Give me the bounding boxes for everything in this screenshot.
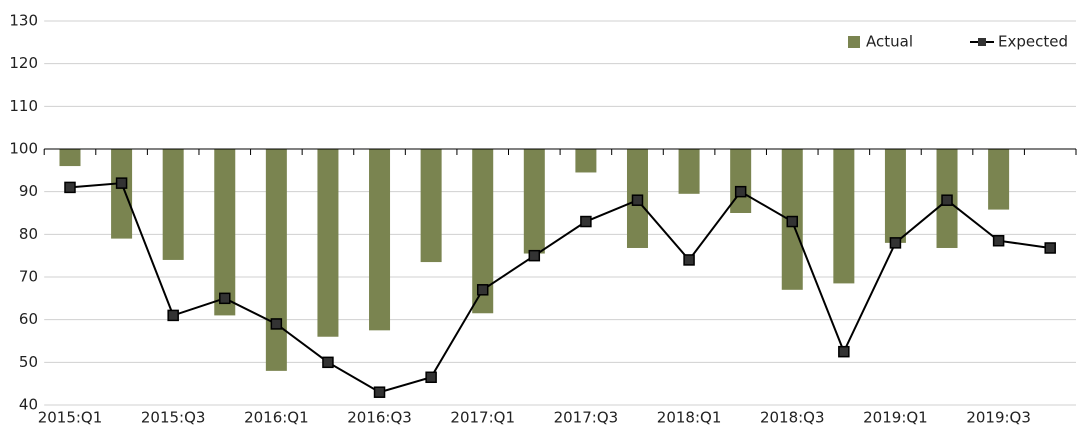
- marker: [219, 292, 231, 305]
- marker: [322, 356, 334, 369]
- y-tick-label: 70: [19, 268, 38, 286]
- bar: [317, 149, 339, 337]
- marker: [167, 309, 179, 322]
- y-tick-label: 110: [9, 97, 38, 115]
- bar: [369, 149, 391, 331]
- bar: [988, 149, 1010, 210]
- y-tick-label: 40: [19, 396, 38, 414]
- bar: [678, 149, 700, 194]
- bar: [833, 149, 855, 284]
- marker: [631, 194, 644, 206]
- bar: [59, 149, 81, 167]
- bar: [162, 149, 184, 260]
- bar: [265, 149, 287, 371]
- x-tick-label: 2015:Q1: [38, 409, 103, 427]
- y-tick-label: 60: [19, 310, 38, 328]
- marker: [528, 249, 541, 262]
- legend-label: Actual: [866, 33, 913, 51]
- legend-swatch: [848, 36, 860, 48]
- bar: [111, 149, 133, 239]
- marker: [373, 386, 386, 398]
- x-tick-label: 2017:Q3: [554, 409, 619, 427]
- marker: [683, 254, 695, 266]
- bar: [523, 149, 545, 254]
- marker: [838, 345, 850, 358]
- marker: [580, 215, 592, 228]
- marker: [734, 185, 747, 198]
- marker: [889, 237, 902, 249]
- x-tick-label: 2018:Q1: [657, 409, 722, 427]
- y-tick-label: 120: [9, 54, 38, 72]
- marker: [476, 284, 489, 296]
- legend-label: Expected: [998, 33, 1068, 51]
- x-tick-label: 2019:Q3: [966, 409, 1031, 427]
- marker: [64, 181, 76, 194]
- marker: [941, 194, 953, 206]
- legend-marker: [978, 38, 986, 46]
- bar: [730, 149, 752, 213]
- x-tick-label: 2017:Q1: [450, 409, 515, 427]
- bar: [420, 149, 442, 263]
- x-tick-label: 2016:Q1: [244, 409, 309, 427]
- y-tick-label: 90: [19, 182, 38, 200]
- bar: [884, 149, 906, 243]
- bar: [214, 149, 236, 316]
- marker: [786, 215, 799, 228]
- marker: [270, 318, 283, 330]
- bar: [575, 149, 597, 173]
- marker: [992, 234, 1005, 247]
- y-tick-label: 100: [9, 140, 38, 158]
- x-tick-label: 2015:Q3: [141, 409, 206, 427]
- line: [69, 182, 1051, 394]
- bar: [472, 149, 494, 314]
- marker: [1044, 242, 1056, 254]
- x-tick-label: 2016:Q3: [347, 409, 412, 427]
- y-tick-label: 80: [19, 225, 38, 243]
- x-tick-label: 2018:Q3: [760, 409, 825, 427]
- x-tick-label: 2019:Q1: [863, 409, 928, 427]
- marker: [425, 371, 437, 384]
- marker: [115, 177, 128, 189]
- y-tick-label: 50: [19, 353, 38, 371]
- y-tick-label: 130: [9, 12, 38, 30]
